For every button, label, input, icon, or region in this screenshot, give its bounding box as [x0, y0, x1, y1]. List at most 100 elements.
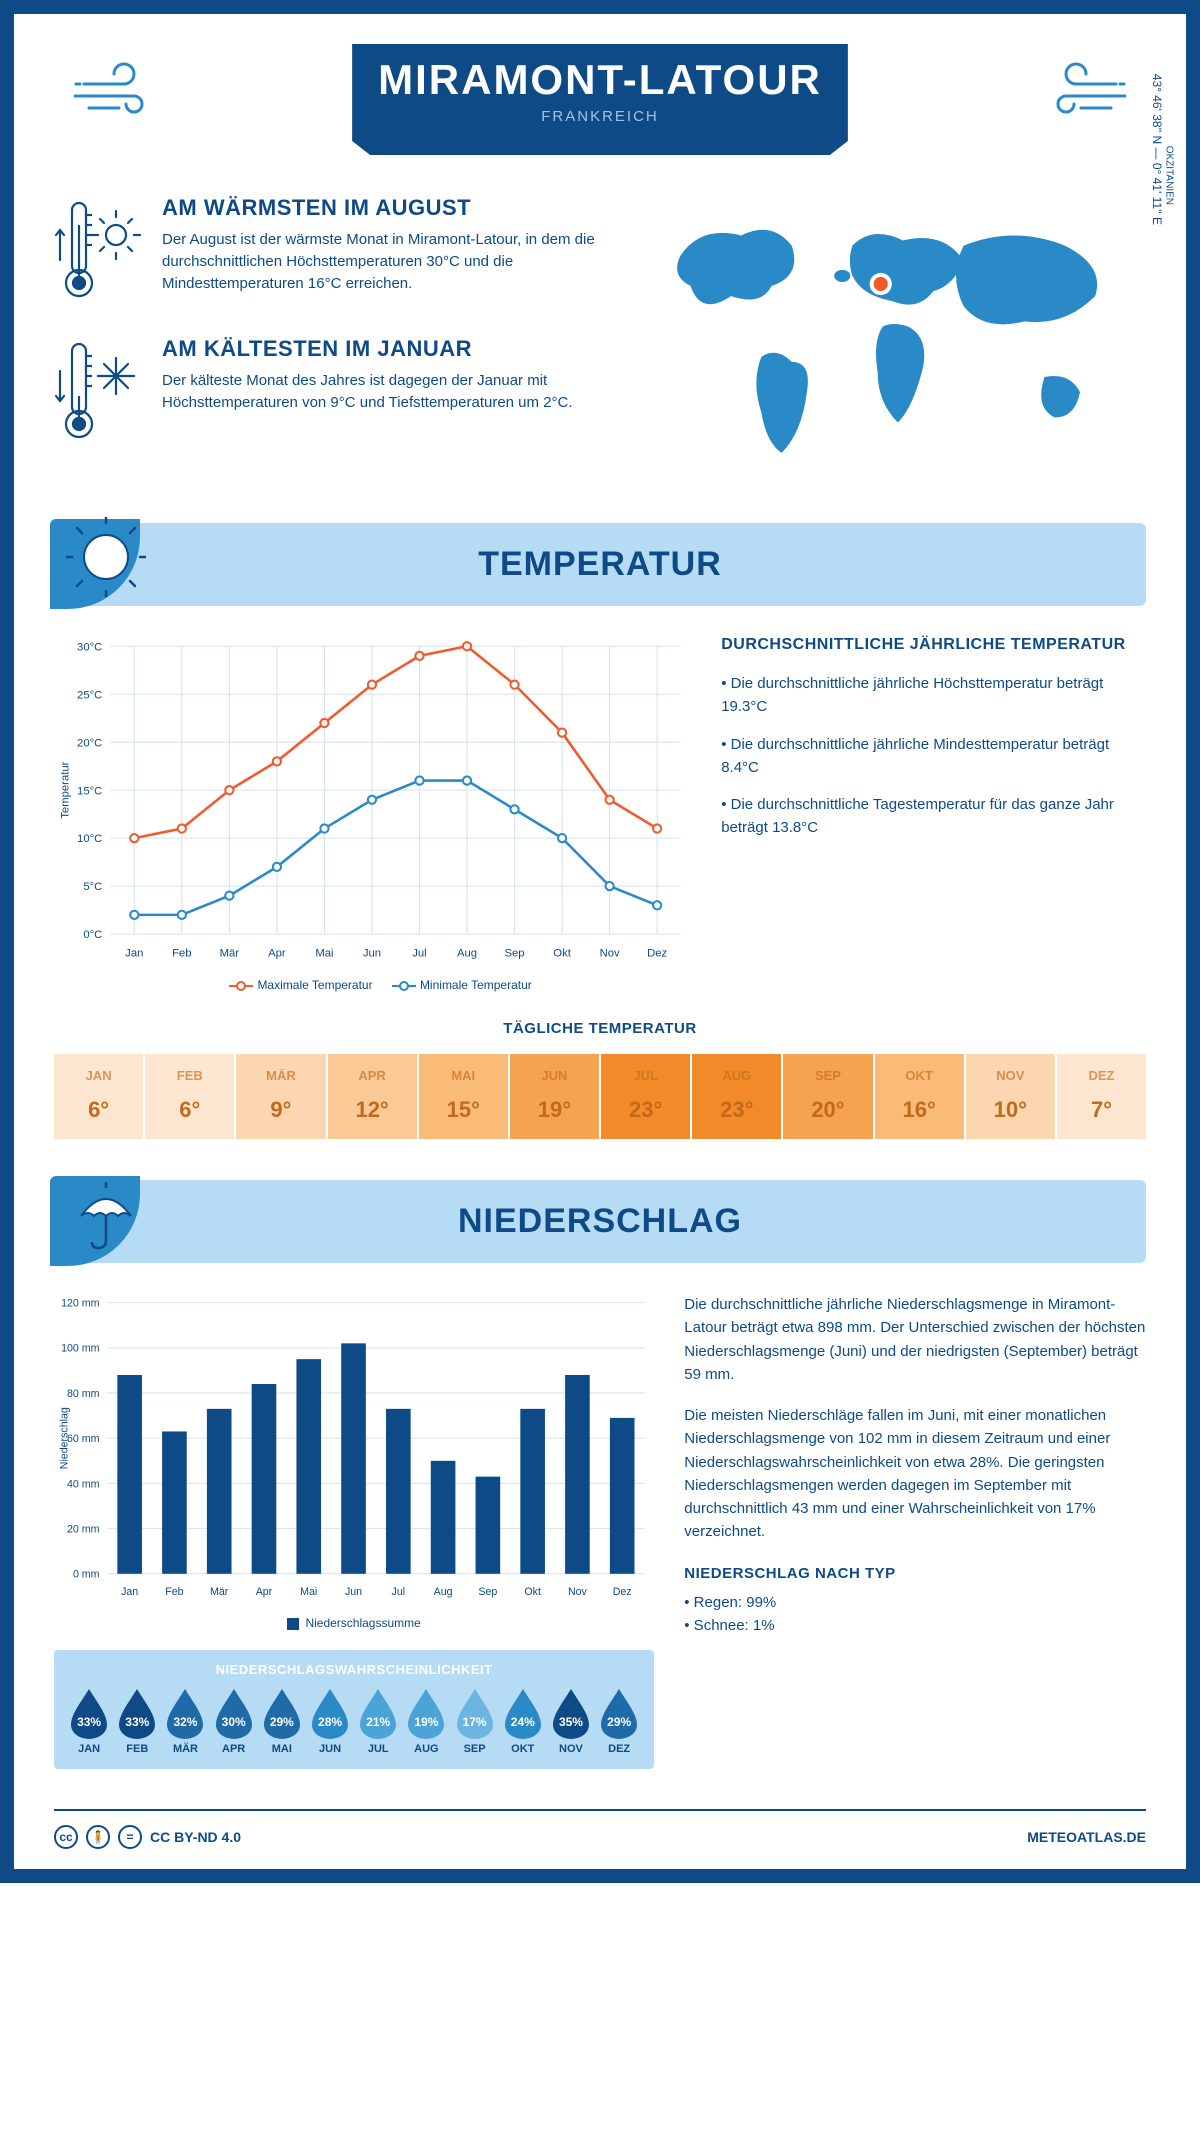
section-temperature: TEMPERATUR 0°C 5°C 10°C 15°C 20°C 25°C 30°C Jan… — [54, 523, 1146, 1140]
thermometer-cold-icon — [54, 336, 144, 451]
temp-bullet-3: • Die durchschnittliche Tagestemperatur … — [721, 793, 1146, 840]
daily-cell: MÄR9° — [234, 1054, 325, 1139]
nd-icon: = — [118, 1825, 142, 1849]
svg-text:25°C: 25°C — [77, 690, 102, 702]
svg-text:20°C: 20°C — [77, 737, 102, 749]
svg-text:Feb: Feb — [165, 1586, 183, 1598]
svg-text:Mär: Mär — [220, 948, 240, 960]
svg-text:Sep: Sep — [505, 948, 525, 960]
coordinates-label: 43° 46' 38'' N — 0° 41' 11'' E — [1150, 74, 1164, 225]
section-precipitation: NIEDERSCHLAG 0 mm20 mm40 mm60 mm80 mm100… — [54, 1180, 1146, 1769]
daily-cell: SEP20° — [781, 1054, 872, 1139]
precip-snow: • Schnee: 1% — [684, 1614, 1146, 1637]
probability-drop: 30% APR — [213, 1687, 255, 1755]
svg-text:15°C: 15°C — [77, 785, 102, 797]
svg-text:60 mm: 60 mm — [67, 1433, 100, 1445]
probability-drop: 35% NOV — [550, 1687, 592, 1755]
svg-text:Okt: Okt — [553, 948, 571, 960]
daily-cell: MAI15° — [417, 1054, 508, 1139]
svg-text:10°C: 10°C — [77, 833, 102, 845]
svg-text:Sep: Sep — [478, 1586, 497, 1598]
svg-text:Apr: Apr — [256, 1586, 273, 1598]
page-title: MIRAMONT-LATOUR — [378, 56, 822, 104]
probability-drop: 29% DEZ — [598, 1687, 640, 1755]
section-title-temperature: TEMPERATUR — [54, 545, 1146, 584]
legend-precip: Niederschlagssumme — [305, 1616, 420, 1630]
world-map: OKZITANIEN 43° 46' 38'' N — 0° 41' 11'' … — [640, 195, 1146, 483]
svg-text:Aug: Aug — [434, 1586, 453, 1598]
fact-cold-text: Der kälteste Monat des Jahres ist dagege… — [162, 370, 610, 414]
umbrella-icon — [66, 1174, 146, 1254]
svg-text:Niederschlag: Niederschlag — [59, 1407, 71, 1469]
svg-text:Aug: Aug — [457, 948, 477, 960]
svg-text:Mär: Mär — [210, 1586, 229, 1598]
probability-drop: 21% JUL — [357, 1687, 399, 1755]
probability-title: NIEDERSCHLAGSWAHRSCHEINLICHKEIT — [68, 1662, 640, 1677]
probability-box: NIEDERSCHLAGSWAHRSCHEINLICHKEIT 33% JAN … — [54, 1650, 654, 1769]
daily-cell: NOV10° — [964, 1054, 1055, 1139]
daily-cell: JUL23° — [599, 1054, 690, 1139]
daily-cell: AUG23° — [690, 1054, 781, 1139]
precip-type-title: NIEDERSCHLAG NACH TYP — [684, 1562, 1146, 1585]
fact-coldest: AM KÄLTESTEN IM JANUAR Der kälteste Mona… — [54, 336, 610, 451]
svg-text:5°C: 5°C — [83, 881, 102, 893]
probability-drop: 19% AUG — [405, 1687, 447, 1755]
fact-warm-title: AM WÄRMSTEN IM AUGUST — [162, 195, 610, 221]
license-label: CC BY-ND 4.0 — [150, 1829, 241, 1845]
svg-text:Jun: Jun — [363, 948, 381, 960]
svg-text:20 mm: 20 mm — [67, 1524, 100, 1536]
precip-rain: • Regen: 99% — [684, 1591, 1146, 1614]
cc-icon: cc — [54, 1825, 78, 1849]
site-label: METEOATLAS.DE — [1027, 1829, 1146, 1845]
probability-drop: 33% FEB — [116, 1687, 158, 1755]
probability-drop: 24% OKT — [502, 1687, 544, 1755]
svg-text:120 mm: 120 mm — [61, 1298, 100, 1310]
country-subtitle: FRANKREICH — [378, 108, 822, 125]
probability-drop: 29% MAI — [261, 1687, 303, 1755]
fact-warm-text: Der August ist der wärmste Monat in Mira… — [162, 229, 610, 294]
temp-bullet-1: • Die durchschnittliche jährliche Höchst… — [721, 672, 1146, 719]
daily-temp-strip: JAN6°FEB6°MÄR9°APR12°MAI15°JUN19°JUL23°A… — [54, 1053, 1146, 1140]
svg-text:30°C: 30°C — [77, 642, 102, 654]
fact-warmest: AM WÄRMSTEN IM AUGUST Der August ist der… — [54, 195, 610, 310]
svg-text:Feb: Feb — [172, 948, 191, 960]
wind-icon — [1026, 54, 1126, 124]
daily-cell: OKT16° — [873, 1054, 964, 1139]
svg-text:Dez: Dez — [647, 948, 667, 960]
temp-bullet-2: • Die durchschnittliche jährliche Mindes… — [721, 733, 1146, 780]
daily-cell: APR12° — [326, 1054, 417, 1139]
footer: cc 🧍 = CC BY-ND 4.0 METEOATLAS.DE — [54, 1809, 1146, 1849]
svg-text:Jul: Jul — [412, 948, 426, 960]
svg-text:Jan: Jan — [125, 948, 143, 960]
probability-drop: 33% JAN — [68, 1687, 110, 1755]
svg-text:40 mm: 40 mm — [67, 1478, 100, 1490]
temp-text-title: DURCHSCHNITTLICHE JÄHRLICHE TEMPERATUR — [721, 636, 1146, 654]
daily-cell: FEB6° — [143, 1054, 234, 1139]
svg-text:Apr: Apr — [268, 948, 286, 960]
svg-text:0 mm: 0 mm — [73, 1569, 100, 1581]
svg-text:Mai: Mai — [300, 1586, 317, 1598]
legend-max: Maximale Temperatur — [257, 978, 372, 992]
region-label: OKZITANIEN — [1163, 146, 1174, 205]
thermometer-hot-icon — [54, 195, 144, 310]
sun-icon — [66, 517, 146, 597]
probability-drop: 28% JUN — [309, 1687, 351, 1755]
fact-cold-title: AM KÄLTESTEN IM JANUAR — [162, 336, 610, 362]
probability-drop: 17% SEP — [454, 1687, 496, 1755]
svg-text:Nov: Nov — [568, 1586, 588, 1598]
svg-text:Mai: Mai — [315, 948, 333, 960]
svg-text:Temperatur: Temperatur — [59, 762, 71, 819]
probability-drop: 32% MÄR — [164, 1687, 206, 1755]
svg-text:0°C: 0°C — [83, 929, 102, 941]
title-block: MIRAMONT-LATOUR FRANKREICH — [54, 44, 1146, 155]
section-title-precipitation: NIEDERSCHLAG — [54, 1202, 1146, 1241]
precip-p1: Die durchschnittliche jährliche Niedersc… — [684, 1293, 1146, 1386]
by-icon: 🧍 — [86, 1825, 110, 1849]
daily-temp-title: TÄGLICHE TEMPERATUR — [54, 1020, 1146, 1037]
daily-cell: DEZ7° — [1055, 1054, 1146, 1139]
svg-text:Jun: Jun — [345, 1586, 362, 1598]
precip-p2: Die meisten Niederschläge fallen im Juni… — [684, 1404, 1146, 1544]
svg-text:Okt: Okt — [524, 1586, 541, 1598]
svg-text:100 mm: 100 mm — [61, 1343, 100, 1355]
svg-text:Jul: Jul — [392, 1586, 406, 1598]
